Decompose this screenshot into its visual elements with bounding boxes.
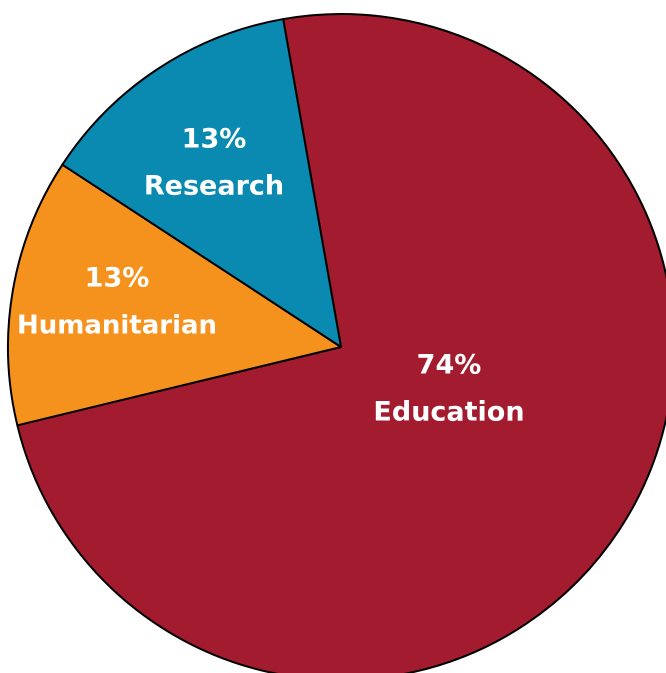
pie-category-label-humanitarian: Humanitarian [17,311,217,341]
pie-slice-research [61,18,342,348]
pie-category-label-research: Research [144,171,284,202]
pie-slice-humanitarian [7,163,342,427]
pie-category-label-education: Education [373,397,524,428]
pie-slices [7,13,666,673]
pie-percent-label-humanitarian: 13% [85,263,150,294]
pie-percent-label-research: 13% [182,124,247,155]
pie-percent-label-education: 74% [417,350,482,381]
pie-labels: 74% Education 13% Humanitarian 13% Research [17,124,525,428]
pie-slice-education [16,13,666,673]
